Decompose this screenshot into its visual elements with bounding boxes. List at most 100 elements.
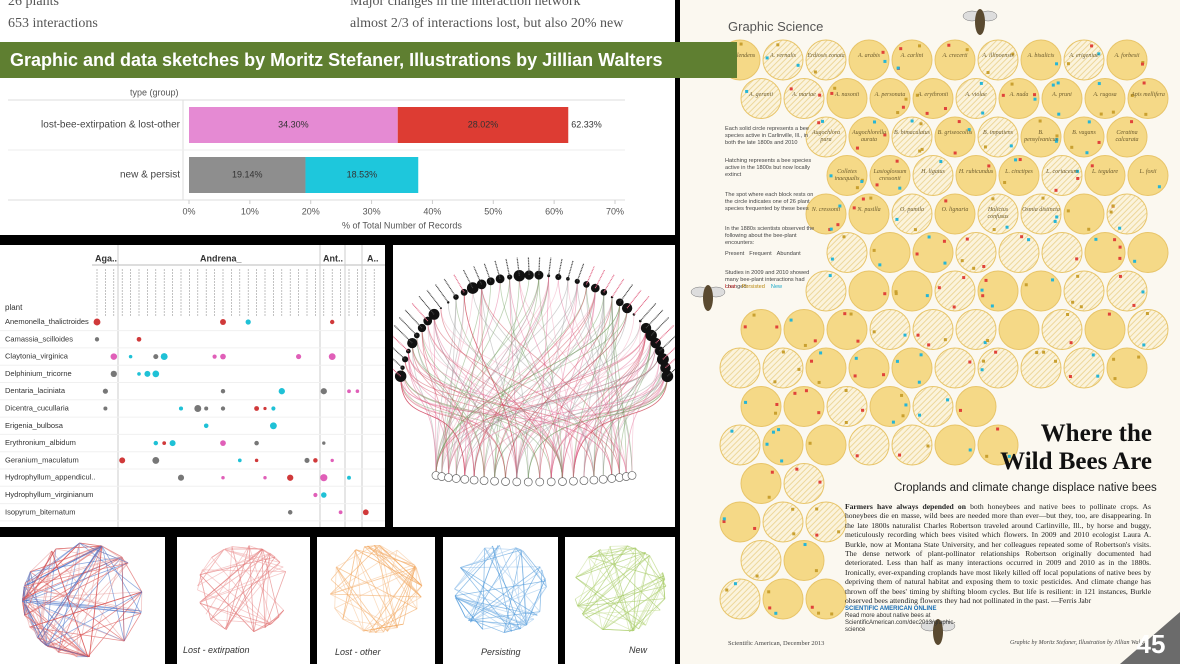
bee-label xyxy=(557,258,563,278)
network-edge xyxy=(527,376,668,482)
thumbnail-edge xyxy=(55,545,103,550)
title-line: Wild Bees Are xyxy=(1000,448,1152,475)
matrix-dot xyxy=(110,353,118,360)
value-label: 18.53% xyxy=(347,169,378,179)
network-edge xyxy=(548,275,574,482)
thumbnail-edge xyxy=(588,552,646,558)
row-label: Camassia_scilloides xyxy=(5,334,73,343)
network-edge xyxy=(441,278,501,477)
thumbnail-edge xyxy=(577,545,628,607)
row-label: Isopyrum_biternatum xyxy=(5,507,75,516)
species-label: A. carlini xyxy=(900,53,924,59)
bee-label xyxy=(645,309,664,329)
network-edge xyxy=(483,281,578,481)
thumbnail-edge xyxy=(454,595,466,618)
matrix-dot xyxy=(212,354,217,359)
category-label: lost-bee-extirpation & lost-other xyxy=(41,120,181,131)
network-edge xyxy=(516,288,596,482)
network-edge xyxy=(400,376,466,480)
matrix-dot xyxy=(322,441,326,445)
category-label: new & persist xyxy=(120,170,180,181)
thumbnail-edge xyxy=(454,547,486,590)
frequency-key: Present Frequent Abundant xyxy=(725,251,817,258)
interaction-block xyxy=(952,305,956,309)
bee-circle xyxy=(783,540,825,581)
interaction-block xyxy=(1076,176,1080,180)
thumbnail-edge xyxy=(47,545,102,647)
network-edge xyxy=(411,343,485,481)
network-edge xyxy=(447,302,563,482)
thumbnail-edge xyxy=(22,562,129,603)
thumbnail-edge xyxy=(587,549,601,558)
network-edge xyxy=(573,367,666,482)
network-edge xyxy=(463,292,518,482)
interaction-block xyxy=(795,467,799,471)
interaction-block xyxy=(943,338,947,342)
thumbnail-edge xyxy=(101,545,123,558)
thumbnail-edge xyxy=(355,549,364,632)
species-label: H. ligatus xyxy=(921,168,945,175)
network-edge xyxy=(516,328,647,482)
thumbnail-edge xyxy=(29,626,125,642)
interaction-block xyxy=(942,239,946,243)
matrix-dot xyxy=(296,354,302,360)
plant-node xyxy=(535,477,545,487)
thumbnail-edge xyxy=(225,546,233,630)
bee-circle xyxy=(1063,347,1105,389)
network-edge xyxy=(603,292,613,479)
x-tick-label: 70% xyxy=(606,206,624,216)
network-edge xyxy=(402,367,563,482)
matrix-dot xyxy=(220,319,226,325)
network-edge xyxy=(562,288,596,482)
matrix-dot xyxy=(287,474,294,481)
network-edge xyxy=(441,284,482,477)
network-edge xyxy=(400,376,541,482)
plant-node xyxy=(451,474,461,483)
interaction-block xyxy=(725,588,729,592)
interaction-block xyxy=(873,120,877,124)
network-edge xyxy=(583,367,666,481)
thumbnail-edge xyxy=(101,545,142,614)
species-label: H. rubicundus xyxy=(958,168,994,175)
thumbnail-edge xyxy=(330,549,357,580)
bee-label xyxy=(418,295,435,315)
thumbnail-edge xyxy=(577,605,603,630)
thumbnail-edge xyxy=(197,549,225,587)
network-edge xyxy=(421,328,475,481)
bee-node xyxy=(583,281,590,288)
interaction-block xyxy=(1005,225,1009,229)
row-label: Hydrophyllum_appendicul.. xyxy=(5,473,95,482)
thumbnail-edge xyxy=(58,591,143,653)
thumbnail-edge xyxy=(22,556,123,599)
bee-label xyxy=(426,289,442,309)
interaction-block xyxy=(1094,237,1098,241)
bee-node xyxy=(513,269,526,282)
x-tick-label: 0% xyxy=(182,206,195,216)
network-edge xyxy=(583,359,664,481)
thumbnail-edge xyxy=(460,567,512,632)
thumbnail-edge xyxy=(199,557,212,575)
interaction-block xyxy=(1096,374,1100,378)
thumbnail-edge xyxy=(39,640,47,646)
interaction-block xyxy=(1109,210,1113,214)
plant-node xyxy=(569,476,578,486)
thumbnail-edge xyxy=(210,619,272,624)
network-edge xyxy=(435,297,457,476)
thumbnail-edge xyxy=(211,549,225,558)
species-label: L. tegulare xyxy=(1091,168,1119,175)
interaction-block xyxy=(927,235,931,239)
bee-node xyxy=(507,274,513,280)
interaction-block xyxy=(797,367,801,371)
network-edge xyxy=(435,302,621,476)
thumbnail-edge xyxy=(601,585,667,630)
key-item: Persisted xyxy=(741,284,765,290)
interaction-block xyxy=(829,227,833,231)
matrix-dot xyxy=(347,389,351,394)
article-subtitle: Croplands and climate change displace na… xyxy=(894,482,1157,494)
bee-circle xyxy=(869,309,911,350)
bee-circle xyxy=(1020,270,1062,312)
species-label: A. personata xyxy=(874,91,906,98)
bee-circle xyxy=(805,193,847,235)
matrix-dot xyxy=(313,458,318,463)
network-edge xyxy=(407,351,595,481)
